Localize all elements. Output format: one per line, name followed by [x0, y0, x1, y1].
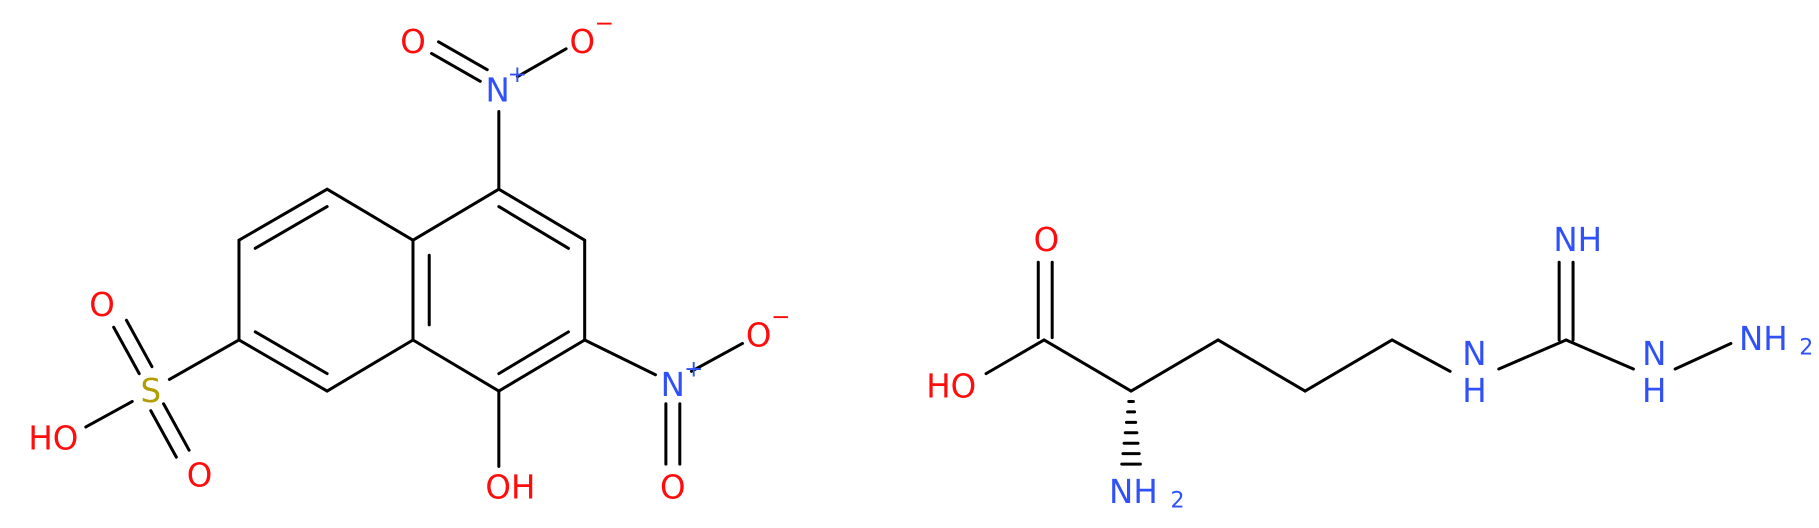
atom-label: H: [1642, 372, 1666, 410]
atom-label: H: [1462, 372, 1486, 410]
atom-label: N: [486, 72, 510, 110]
atom-label: O: [570, 23, 596, 61]
atom-label: O: [400, 23, 426, 61]
atom-label: NH: [1739, 320, 1788, 358]
atom-label: O: [1034, 221, 1060, 259]
right-molecule-bonds: [984, 260, 1733, 466]
right-molecule-labels: O HO NH 2 N H NH N H NH 2: [926, 221, 1813, 514]
atom-label: HO: [28, 420, 78, 458]
atom-label: NH: [1553, 221, 1602, 259]
left-molecule-labels: S O O HO N + O O − N + O O − OH: [28, 10, 790, 507]
hashed-wedge: [1120, 399, 1142, 466]
atom-label: O: [660, 468, 686, 506]
charge: −: [771, 303, 790, 330]
atom-label: O: [187, 457, 213, 495]
atom-label: N: [1642, 335, 1666, 373]
atom-label: O: [746, 316, 772, 354]
subscript: 2: [1799, 336, 1813, 361]
charge: +: [684, 355, 703, 382]
atom-label: NH: [1109, 473, 1158, 511]
charge: −: [595, 10, 614, 37]
atom-label: HO: [926, 367, 976, 405]
subscript: 2: [1170, 489, 1184, 514]
atom-label: S: [140, 372, 161, 410]
atom-label: O: [89, 286, 115, 324]
atom-label: N: [1462, 335, 1486, 373]
charge: +: [508, 61, 527, 88]
atom-label: OH: [485, 468, 535, 506]
left-molecule-bonds: [84, 40, 744, 468]
atom-label: N: [661, 366, 685, 404]
